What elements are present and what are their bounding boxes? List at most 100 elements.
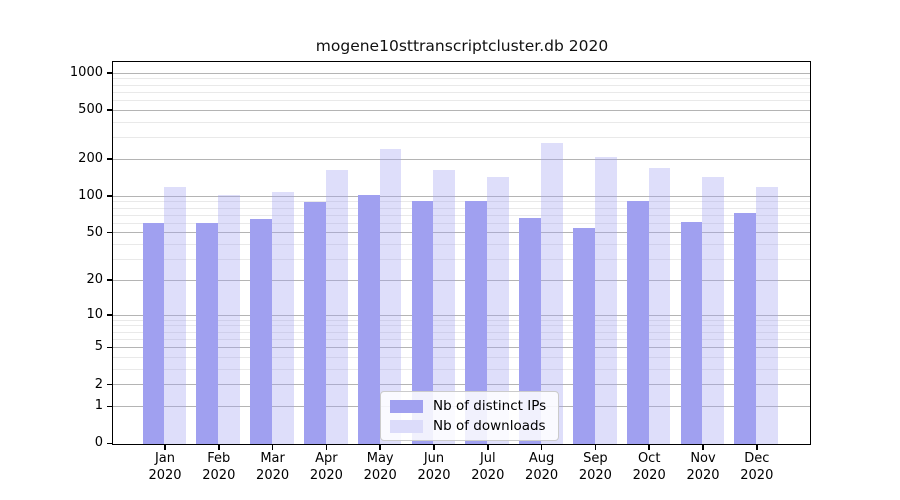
chart-title: mogene10sttranscriptcluster.db 2020	[315, 37, 609, 55]
bar-downloads-may	[379, 148, 402, 444]
y-gridline-minor	[113, 207, 810, 209]
y-tick-mark	[107, 314, 112, 316]
y-tick-label: 2	[94, 376, 103, 392]
bar-distinct-ips-apr	[304, 202, 326, 444]
y-gridline-minor	[113, 91, 810, 93]
bar-distinct-ips-jul	[465, 200, 488, 444]
x-tick-label-jan: Jan 2020	[148, 451, 182, 484]
y-tick-mark	[107, 109, 112, 111]
plot-area	[112, 61, 811, 445]
y-gridline-minor	[113, 258, 810, 260]
y-gridline-major	[113, 72, 810, 74]
bar-distinct-ips-may	[357, 195, 380, 444]
plot-inner	[113, 62, 810, 444]
y-tick-label: 20	[86, 272, 103, 288]
bar-downloads-jun	[433, 169, 456, 444]
y-tick-mark	[107, 346, 112, 349]
x-tick-mark	[594, 445, 597, 450]
y-tick-mark	[107, 195, 112, 197]
x-tick-mark	[540, 445, 543, 450]
y-tick-mark	[107, 405, 112, 407]
x-tick-mark	[218, 445, 220, 450]
y-gridline-minor	[113, 78, 810, 80]
bar-distinct-ips-dec	[734, 212, 757, 444]
legend-swatch-ips	[390, 399, 423, 413]
x-tick-mark	[379, 445, 381, 450]
bar-distinct-ips-feb	[196, 222, 219, 444]
y-gridline-major	[113, 109, 810, 111]
x-tick-label-may: May 2020	[363, 451, 397, 484]
y-gridline-minor	[113, 84, 810, 86]
y-gridline-minor	[113, 325, 810, 327]
bar-downloads-oct	[648, 167, 671, 444]
legend-row: Nb of distinct IPs	[390, 398, 546, 414]
bar-downloads-jan	[164, 186, 187, 444]
y-gridline-minor	[113, 319, 810, 321]
y-gridline-minor	[113, 214, 810, 216]
x-tick-mark	[325, 445, 328, 450]
bar-distinct-ips-jun	[411, 200, 434, 444]
y-gridline-minor	[113, 368, 810, 370]
x-tick-label-jun: Jun 2020	[417, 451, 451, 484]
y-gridline-minor	[113, 243, 810, 245]
y-gridline-major	[113, 384, 810, 386]
y-tick-mark	[107, 442, 112, 445]
x-tick-mark	[433, 445, 435, 450]
y-gridline-minor	[113, 137, 810, 139]
y-tick-mark	[107, 383, 112, 386]
x-tick-label-mar: Mar 2020	[256, 451, 290, 484]
y-gridline-minor	[113, 121, 810, 123]
y-gridline-minor	[113, 338, 810, 340]
y-tick-label: 500	[78, 102, 103, 118]
y-gridline-major	[113, 195, 810, 197]
y-tick-mark	[107, 72, 112, 74]
y-tick-label: 1000	[69, 65, 103, 81]
bar-distinct-ips-jan	[142, 222, 165, 444]
x-tick-mark	[702, 445, 704, 450]
bar-downloads-feb	[218, 194, 240, 444]
bar-downloads-apr	[325, 170, 348, 444]
y-tick-mark	[107, 279, 112, 281]
y-gridline-minor	[113, 331, 810, 333]
legend-label-downloads: Nb of downloads	[433, 418, 546, 434]
x-tick-label-jul: Jul 2020	[471, 451, 505, 484]
bar-downloads-sep	[594, 156, 617, 444]
x-tick-label-aug: Aug 2020	[525, 451, 559, 484]
y-tick-mark	[107, 231, 112, 234]
bar-distinct-ips-aug	[519, 217, 541, 444]
x-tick-mark	[271, 445, 274, 450]
y-tick-label: 50	[86, 224, 103, 240]
legend-row: Nb of downloads	[390, 418, 546, 434]
x-tick-mark	[648, 445, 650, 450]
legend: Nb of distinct IPs Nb of downloads	[380, 391, 560, 441]
y-tick-label: 10	[86, 306, 103, 322]
legend-swatch-downloads	[390, 419, 423, 433]
y-gridline-minor	[113, 100, 810, 102]
x-tick-mark	[756, 445, 758, 450]
y-tick-mark	[107, 158, 112, 160]
x-tick-label-oct: Oct 2020	[632, 451, 666, 484]
y-tick-label: 200	[78, 151, 103, 167]
x-tick-mark	[487, 445, 489, 450]
y-tick-label: 0	[94, 435, 103, 451]
y-gridline-minor	[113, 201, 810, 203]
x-tick-mark	[164, 445, 166, 450]
bar-downloads-nov	[702, 177, 725, 444]
bar-distinct-ips-sep	[573, 228, 595, 444]
x-tick-label-dec: Dec 2020	[740, 451, 774, 484]
bar-distinct-ips-mar	[250, 218, 272, 444]
x-tick-label-nov: Nov 2020	[686, 451, 720, 484]
y-gridline-major	[113, 158, 810, 160]
bar-downloads-mar	[272, 192, 294, 444]
y-gridline-major	[113, 232, 810, 234]
x-tick-label-apr: Apr 2020	[309, 451, 343, 484]
y-tick-label: 100	[78, 188, 103, 204]
x-tick-label-feb: Feb 2020	[202, 451, 236, 484]
y-gridline-minor	[113, 356, 810, 358]
bar-downloads-aug	[541, 143, 563, 444]
bar-distinct-ips-oct	[626, 201, 649, 444]
y-tick-label: 1	[94, 398, 103, 414]
bar-downloads-dec	[756, 186, 778, 444]
y-gridline-major	[113, 279, 810, 281]
